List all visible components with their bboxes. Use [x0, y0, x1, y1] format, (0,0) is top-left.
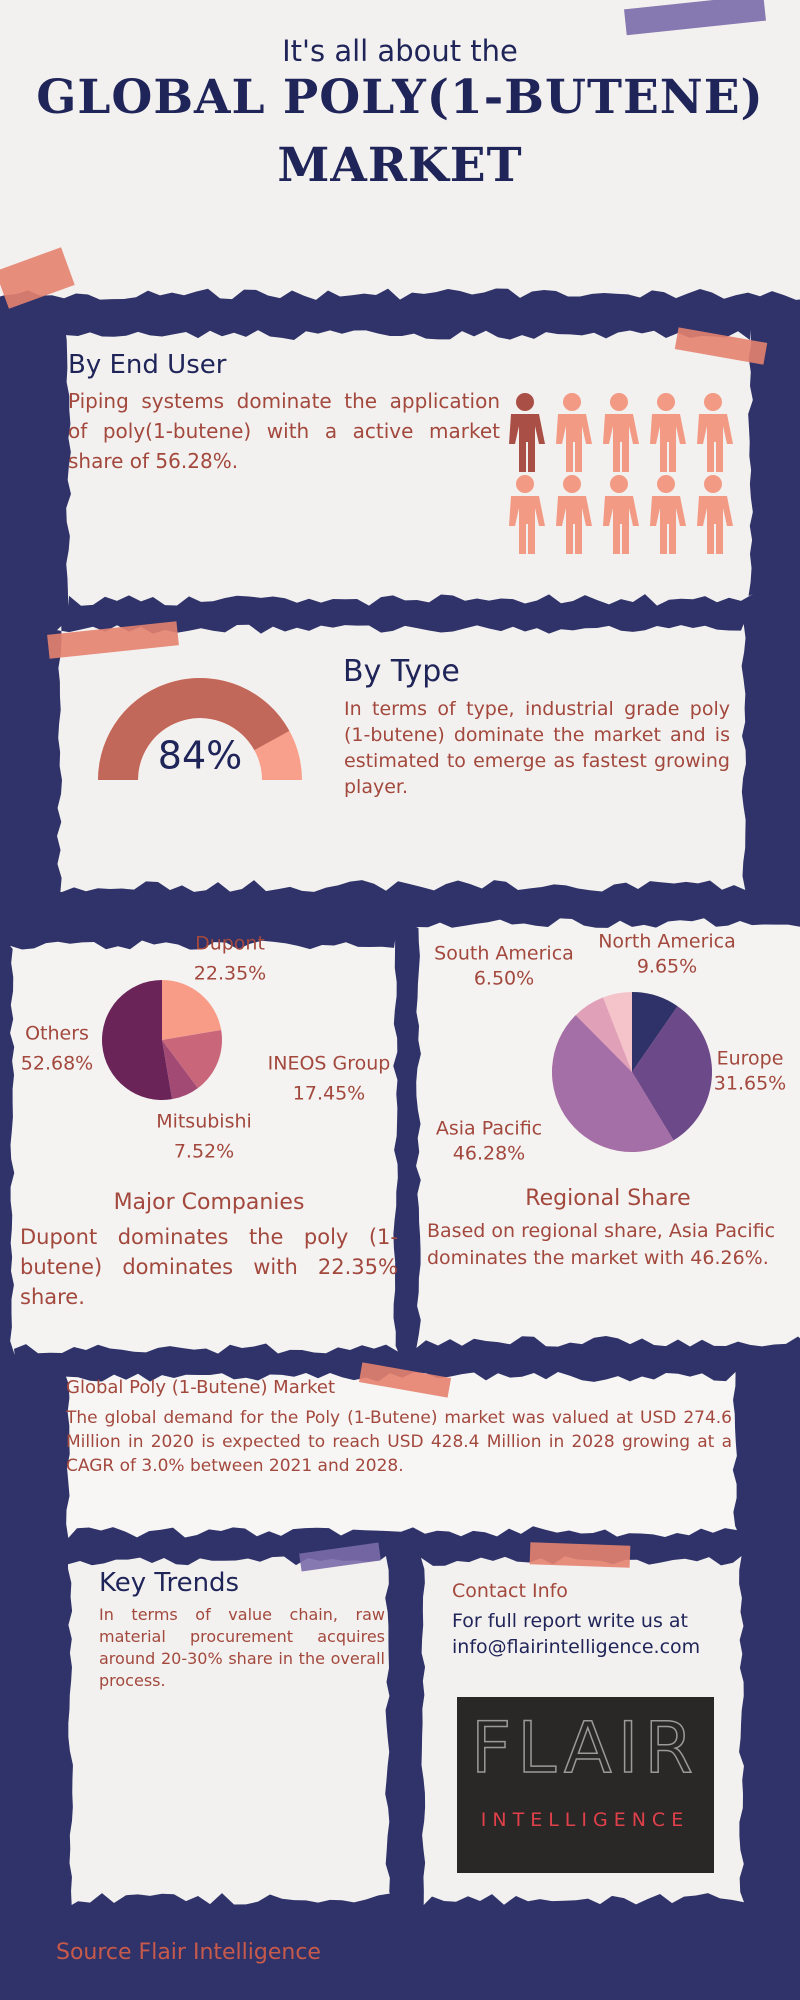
person-head	[704, 393, 722, 411]
person-head	[657, 475, 675, 493]
tape	[624, 0, 766, 36]
slice-label: 52.68%	[21, 1053, 93, 1075]
tape	[529, 1542, 631, 1568]
person-head	[610, 393, 628, 411]
section-title: Key Trends	[99, 1568, 240, 1598]
gauge-label: 84%	[158, 734, 242, 778]
slice-name: South America	[434, 943, 574, 965]
pie-slice	[552, 1015, 674, 1152]
slice-label: 46.28%	[453, 1143, 525, 1165]
title: GLOBAL POLY(1-BUTENE)	[36, 70, 764, 125]
tape	[674, 327, 768, 365]
section-title: By Type	[343, 654, 460, 689]
slice-name: Others	[25, 1023, 89, 1045]
person-body	[697, 496, 733, 554]
slice-label: 7.52%	[174, 1141, 234, 1163]
section-title: By End User	[68, 350, 227, 380]
section-title: Global Poly (1-Butene) Market	[66, 1377, 336, 1398]
person-body	[556, 414, 592, 472]
pie-slice	[162, 980, 222, 1040]
person-icon	[650, 475, 686, 554]
person-body	[603, 496, 639, 554]
tape	[358, 1362, 452, 1398]
card	[0, 0, 800, 300]
person-icon	[556, 393, 592, 472]
card	[68, 1556, 390, 1905]
person-body	[697, 414, 733, 472]
pie-slice	[162, 1030, 223, 1089]
paragraph: Dupont dominates the poly (1-butene) dom…	[20, 1225, 398, 1309]
person-head	[610, 475, 628, 493]
source: Source Flair Intelligence	[56, 1940, 321, 1965]
card	[66, 1372, 737, 1538]
section-title: Regional Share	[525, 1186, 691, 1211]
person-body	[556, 496, 592, 554]
email[interactable]: info@flairintelligence.com	[452, 1636, 701, 1658]
person-icon	[697, 393, 733, 472]
paragraph: Based on regional share, Asia Pacific do…	[427, 1220, 776, 1269]
slice-label: 22.35%	[194, 963, 266, 985]
person-head	[516, 475, 534, 493]
person-icon	[697, 475, 733, 554]
person-icon	[556, 475, 592, 554]
slice-name: North America	[598, 931, 736, 953]
kicker: It's all about the	[282, 34, 518, 68]
gauge-value	[98, 678, 290, 780]
slice-name: INEOS Group	[268, 1053, 391, 1075]
logo-box	[457, 1697, 714, 1873]
slice-label: 6.50%	[474, 968, 534, 990]
slice-label: 31.65%	[714, 1073, 786, 1095]
slice-label: 9.65%	[637, 956, 697, 978]
tape	[299, 1542, 381, 1572]
logo-tagline: INTELLIGENCE	[481, 1809, 689, 1831]
slice-name: Dupont	[195, 933, 265, 955]
pie-slice	[575, 997, 632, 1072]
section-title: Major Companies	[113, 1190, 305, 1215]
person-icon	[603, 393, 639, 472]
logo-name: FLAIR	[471, 1707, 699, 1789]
title: MARKET	[277, 138, 523, 193]
person-head	[563, 393, 581, 411]
pie-slice	[102, 980, 173, 1100]
person-icon	[603, 475, 639, 554]
slice-name: Mitsubishi	[156, 1111, 252, 1133]
section-title: Contact Info	[452, 1580, 568, 1602]
paragraph: Piping systems dominate the application …	[68, 389, 500, 473]
paragraph: For full report write us at	[452, 1610, 689, 1632]
pie-slice	[632, 992, 678, 1072]
person-body	[509, 496, 545, 554]
person-head	[516, 393, 534, 411]
pie-slice	[162, 1040, 198, 1100]
tape	[47, 621, 179, 659]
slice-name: Europe	[717, 1048, 784, 1070]
person-body	[650, 496, 686, 554]
paragraph: In terms of value chain, raw material pr…	[99, 1605, 385, 1690]
person-head	[657, 393, 675, 411]
person-icon	[509, 475, 545, 554]
person-head	[704, 475, 722, 493]
paragraph: The global demand for the Poly (1-Butene…	[66, 1408, 732, 1476]
paragraph: In terms of type, industrial grade poly …	[344, 698, 730, 798]
pie-slice	[632, 1006, 712, 1141]
slice-label: 17.45%	[293, 1083, 365, 1105]
person-body	[509, 414, 545, 472]
person-body	[603, 414, 639, 472]
person-head	[563, 475, 581, 493]
person-body	[650, 414, 686, 472]
tape	[0, 247, 75, 309]
person-icon	[650, 393, 686, 472]
slice-name: Asia Pacific	[436, 1118, 542, 1140]
person-icon	[509, 393, 545, 472]
